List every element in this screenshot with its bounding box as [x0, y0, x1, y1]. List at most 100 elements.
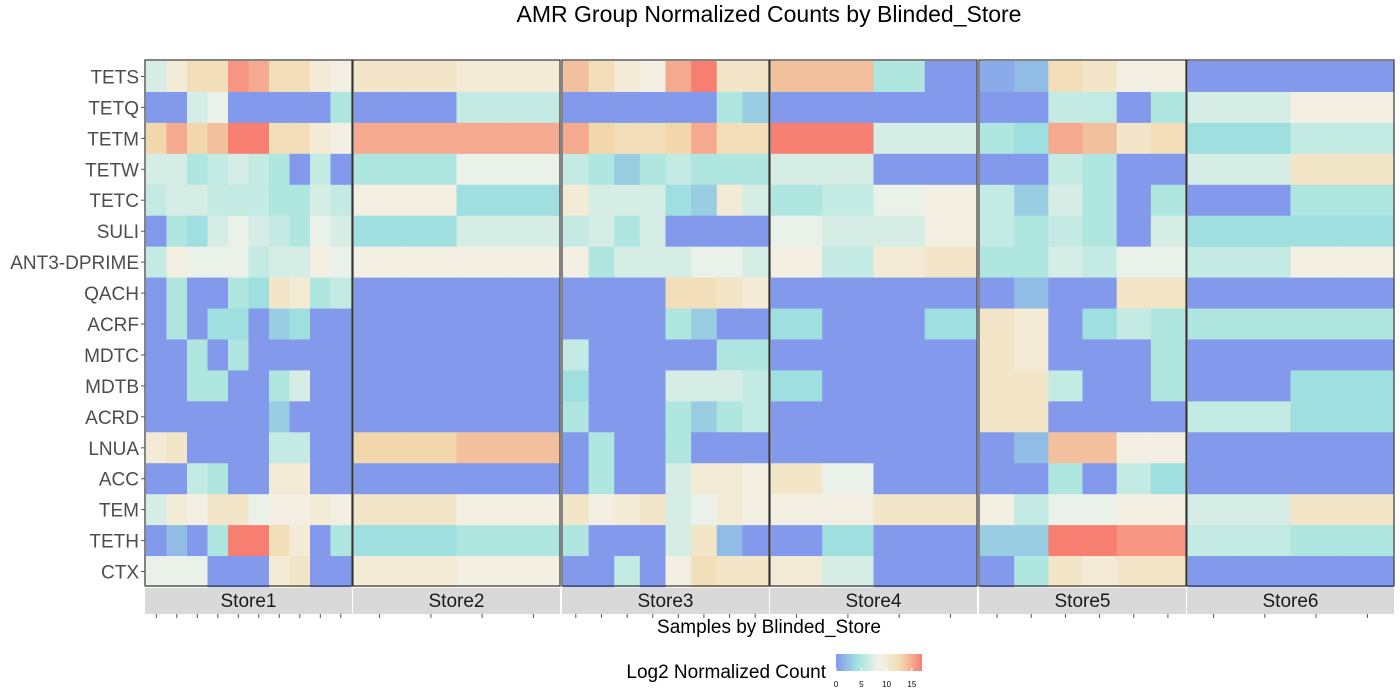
facet-panel-store3: [561, 59, 770, 588]
heatmap-cell: [207, 432, 229, 464]
heatmap-cell: [1290, 153, 1343, 186]
heatmap-cell: [1082, 153, 1118, 186]
heatmap-cell: [980, 556, 1015, 588]
heatmap-cell: [614, 308, 641, 340]
heatmap-cell: [588, 370, 615, 402]
heatmap-cell: [1048, 370, 1083, 402]
heatmap-cell: [924, 308, 977, 340]
heatmap-cell: [980, 525, 1015, 557]
heatmap-cell: [1341, 153, 1394, 186]
heatmap-cell: [1239, 370, 1291, 402]
heatmap-cell: [146, 401, 167, 433]
heatmap-cell: [563, 401, 590, 433]
heatmap-cell: [742, 525, 769, 557]
heatmap-cell: [456, 308, 509, 340]
heatmap-cell: [873, 215, 926, 248]
heatmap-cell: [1188, 494, 1240, 526]
heatmap-cell: [691, 556, 718, 588]
heatmap-cell: [1290, 277, 1343, 309]
heatmap-cell: [716, 246, 743, 278]
row-label: LNUA: [88, 439, 139, 460]
heatmap-cell: [228, 277, 249, 309]
heatmap-cell: [873, 339, 926, 371]
heatmap-cell: [248, 215, 270, 248]
heatmap-cell: [507, 215, 560, 248]
heatmap-cell: [822, 122, 874, 155]
heatmap-cell: [1188, 153, 1240, 186]
heatmap-cell: [665, 308, 692, 340]
heatmap-cell: [1014, 401, 1049, 433]
heatmap-cell: [1341, 246, 1394, 278]
heatmap-cell: [691, 215, 718, 248]
heatmap-cell: [614, 277, 641, 309]
heatmap-cell: [228, 215, 249, 248]
heatmap-cell: [405, 525, 457, 557]
heatmap-cell: [771, 308, 823, 340]
heatmap-cell: [1341, 370, 1394, 402]
heatmap-cell: [207, 153, 229, 186]
heatmap-cell: [187, 184, 208, 217]
chart-title: AMR Group Normalized Counts by Blinded_S…: [517, 1, 1022, 27]
heatmap-cell: [330, 463, 352, 495]
heatmap-cell: [354, 463, 406, 495]
heatmap-cell: [924, 122, 977, 155]
heatmap-cell: [1082, 61, 1118, 93]
heatmap-cell: [588, 246, 615, 278]
heatmap-cell: [310, 370, 331, 402]
heatmap-cell: [405, 339, 457, 371]
heatmap-cell: [691, 91, 718, 124]
heatmap-cell: [1116, 215, 1152, 248]
heatmap-cell: [771, 370, 823, 402]
heatmap-cell: [310, 339, 331, 371]
heatmap-cell: [588, 432, 615, 464]
heatmap-cell: [563, 246, 590, 278]
heatmap-cell: [269, 61, 290, 93]
heatmap-cell: [405, 370, 457, 402]
heatmap-cell: [822, 370, 874, 402]
heatmap-cell: [146, 91, 167, 124]
heatmap-cell: [269, 122, 290, 155]
heatmap-cell: [1341, 401, 1394, 433]
heatmap-cell: [614, 91, 641, 124]
heatmap-cell: [873, 184, 926, 217]
heatmap-cell: [1014, 215, 1049, 248]
heatmap-cell: [716, 556, 743, 588]
heatmap-cell: [1014, 61, 1049, 93]
heatmap-cell: [207, 184, 229, 217]
heatmap-cell: [1048, 339, 1083, 371]
heatmap-cell: [248, 339, 270, 371]
heatmap-cell: [269, 494, 290, 526]
heatmap-cell: [639, 463, 666, 495]
heatmap-cell: [405, 91, 457, 124]
heatmap-cell: [614, 525, 641, 557]
heatmap-cell: [207, 215, 229, 248]
heatmap-cell: [980, 370, 1015, 402]
heatmap-cell: [1116, 61, 1152, 93]
facet-strip: [353, 588, 560, 614]
heatmap-cell: [742, 556, 769, 588]
heatmap-cell: [1116, 153, 1152, 186]
heatmap-cell: [1014, 246, 1049, 278]
heatmap-cell: [354, 370, 406, 402]
heatmap-cell: [146, 277, 167, 309]
heatmap-cell: [614, 370, 641, 402]
facet-strip-label: Store6: [1263, 591, 1319, 612]
heatmap-cell: [330, 494, 352, 526]
heatmap-cell: [289, 308, 311, 340]
heatmap-cell: [1290, 246, 1343, 278]
heatmap-cell: [1116, 370, 1152, 402]
heatmap-cell: [873, 525, 926, 557]
heatmap-cell: [716, 494, 743, 526]
heatmap-cell: [1290, 122, 1343, 155]
heatmap-cell: [269, 525, 290, 557]
heatmap-cell: [507, 556, 560, 588]
heatmap-cell: [1048, 494, 1083, 526]
row-label: TETQ: [88, 98, 139, 119]
heatmap-cell: [771, 432, 823, 464]
heatmap-cell: [980, 61, 1015, 93]
heatmap-cell: [742, 401, 769, 433]
heatmap-cell: [1014, 308, 1049, 340]
heatmap-cell: [146, 122, 167, 155]
heatmap-cell: [269, 370, 290, 402]
heatmap-cell: [588, 184, 615, 217]
